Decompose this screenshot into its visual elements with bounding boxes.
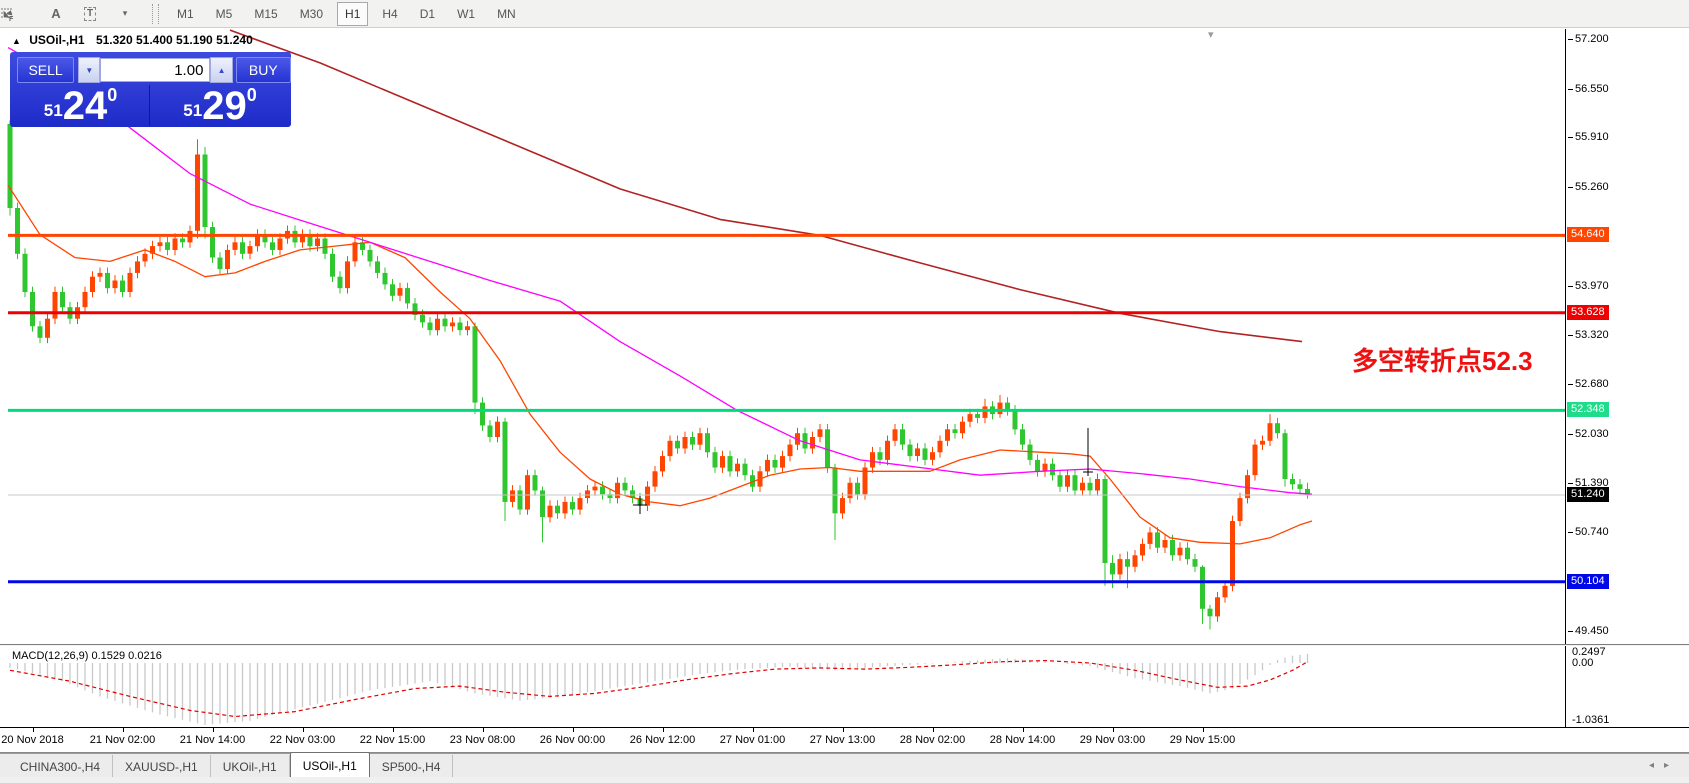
macd-bottom-border bbox=[0, 727, 1689, 728]
one-click-trading-panel: SELL ▼ ▲ BUY 51 24 0 51 29 0 bbox=[10, 52, 291, 127]
chart-background bbox=[0, 29, 1689, 752]
time-axis-label: 21 Nov 02:00 bbox=[89, 734, 156, 746]
time-axis-tick bbox=[842, 728, 844, 732]
time-axis-label: 21 Nov 14:00 bbox=[179, 734, 246, 746]
timeframe-button-mn[interactable]: MN bbox=[497, 6, 516, 21]
time-axis-tick bbox=[1022, 728, 1024, 732]
time-axis-tick bbox=[212, 728, 214, 732]
main-chart-canvas[interactable] bbox=[0, 29, 1565, 644]
time-axis-tick bbox=[662, 728, 664, 732]
volume-input[interactable] bbox=[100, 58, 211, 82]
chart-annotation: 多空转折点52.3 bbox=[1352, 346, 1533, 376]
tab-scroll-arrows[interactable]: ◂▸ bbox=[1648, 760, 1679, 771]
time-axis-label: 29 Nov 03:00 bbox=[1079, 734, 1146, 746]
collapse-arrow-icon[interactable]: ▲ bbox=[12, 36, 21, 46]
chart-tab-china300h4[interactable]: CHINA300-,H4 bbox=[8, 755, 114, 777]
time-axis: 20 Nov 2018 21 Nov 02:00 21 Nov 14:00 22 No… bbox=[0, 728, 1689, 753]
fast-ma bbox=[7, 184, 1313, 545]
time-axis-tick bbox=[752, 728, 754, 732]
indicator-panel-separator[interactable] bbox=[0, 644, 1689, 646]
timeframe-button-w1[interactable]: W1 bbox=[457, 6, 476, 21]
time-axis-label: 27 Nov 01:00 bbox=[719, 734, 786, 746]
chart-tab-ukoilh1[interactable]: UKOil-,H1 bbox=[211, 755, 290, 777]
time-axis-label: 28 Nov 14:00 bbox=[989, 734, 1056, 746]
macd-signal-line bbox=[9, 659, 1308, 718]
timeframe-button-m1[interactable]: M1 bbox=[177, 6, 194, 21]
chart-header: ▲ USOil-,H1 51.320 51.400 51.190 51.240 bbox=[12, 33, 253, 47]
time-axis-label: 27 Nov 13:00 bbox=[809, 734, 876, 746]
time-axis-tick bbox=[932, 728, 934, 732]
time-axis-tick bbox=[482, 728, 484, 732]
chart-tab-xauusdh1[interactable]: XAUUSD-,H1 bbox=[113, 755, 211, 777]
time-axis-tick bbox=[302, 728, 304, 732]
chart-tab-usoilh1[interactable]: USOil-,H1 bbox=[289, 752, 370, 777]
time-axis-label: 28 Nov 02:00 bbox=[899, 734, 966, 746]
symbol-title: USOil-,H1 bbox=[29, 33, 85, 47]
macd-label: MACD(12,26,9) 0.1529 0.0216 bbox=[12, 650, 162, 662]
timeframe-button-m5[interactable]: M5 bbox=[215, 6, 233, 21]
arrows-icon[interactable]: ▾ bbox=[3, 2, 140, 26]
ohlc-readout: 51.320 51.400 51.190 51.240 bbox=[95, 33, 253, 47]
toolbar-separator bbox=[152, 3, 159, 24]
chart-tab-bar: CHINA300-,H4 XAUUSD-,H1 UKOil-,H1 USOil-,H1… bbox=[0, 752, 1689, 777]
timeframe-button-d1[interactable]: D1 bbox=[419, 6, 436, 21]
timeframe-group: M1 M5 M15 M30 H1 H4 D1 W1 MN bbox=[169, 1, 524, 26]
toolbar: F A T ▾ M1 M5 M15 M30 H1 H4 D1 W1 MN bbox=[0, 0, 1689, 28]
time-axis-tick bbox=[32, 728, 34, 732]
chevron-down-icon: ▾ bbox=[122, 8, 128, 18]
timeframe-button-h4[interactable]: H4 bbox=[382, 6, 398, 21]
time-axis-label: 26 Nov 00:00 bbox=[539, 734, 606, 746]
buy-button[interactable]: BUY bbox=[235, 57, 291, 83]
time-axis-tick bbox=[572, 728, 574, 732]
svg-text:F: F bbox=[9, 16, 14, 21]
time-axis-label: 22 Nov 15:00 bbox=[359, 734, 426, 746]
time-axis-tick bbox=[122, 728, 124, 732]
text-icon[interactable]: A bbox=[51, 6, 61, 21]
slow-ma bbox=[229, 29, 1303, 343]
chart-corner-arrow-icon[interactable]: ▾ bbox=[1208, 29, 1214, 41]
time-axis-label: 22 Nov 03:00 bbox=[269, 734, 336, 746]
time-axis-label: 20 Nov 2018 bbox=[1, 734, 64, 746]
time-axis-tick bbox=[392, 728, 394, 732]
sell-price-display[interactable]: 51 24 0 bbox=[12, 85, 150, 126]
status-strip bbox=[0, 777, 1689, 783]
time-axis-label: 29 Nov 15:00 bbox=[1169, 734, 1236, 746]
chart-tab-sp500h4[interactable]: SP500-,H4 bbox=[370, 755, 454, 777]
timeframe-button-h1[interactable]: H1 bbox=[337, 1, 369, 26]
time-axis-label: 23 Nov 08:00 bbox=[449, 734, 516, 746]
volume-decrease-button[interactable]: ▼ bbox=[78, 57, 101, 83]
time-axis-label: 26 Nov 12:00 bbox=[629, 734, 696, 746]
text-label-icon[interactable]: T bbox=[74, 2, 106, 26]
time-axis-tick bbox=[1202, 728, 1204, 732]
buy-price-display[interactable]: 51 29 0 bbox=[183, 84, 257, 128]
timeframe-button-m15[interactable]: M15 bbox=[254, 6, 278, 21]
volume-increase-button[interactable]: ▲ bbox=[210, 57, 233, 83]
macd-canvas[interactable] bbox=[0, 646, 1565, 727]
timeframe-button-m30[interactable]: M30 bbox=[299, 6, 324, 21]
time-axis-tick bbox=[1112, 728, 1114, 732]
medium-ma bbox=[7, 47, 1313, 495]
price-axis-separator bbox=[1565, 29, 1566, 752]
sell-button[interactable]: SELL bbox=[17, 57, 75, 83]
